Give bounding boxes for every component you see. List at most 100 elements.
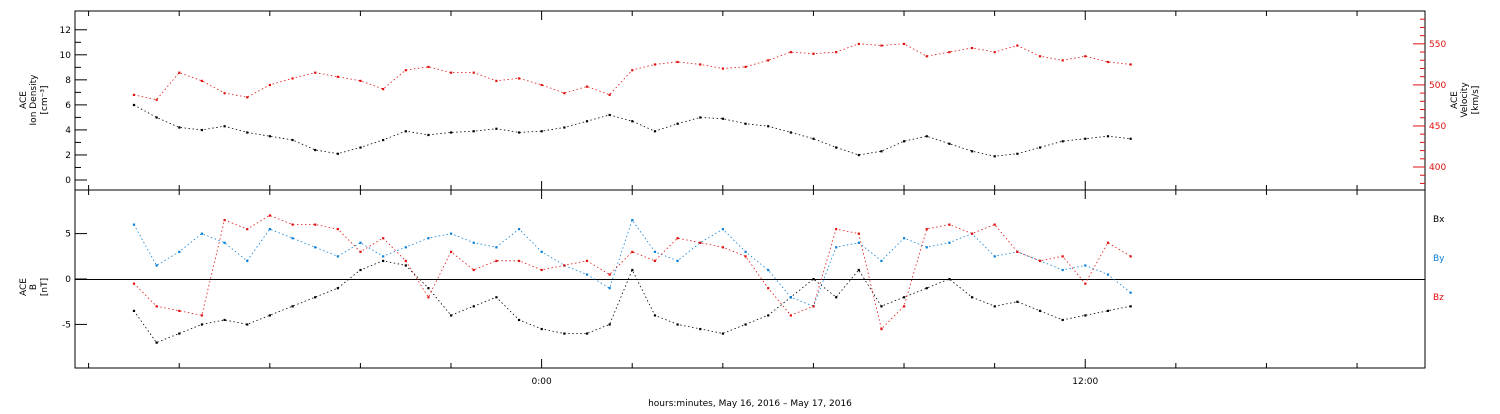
by-point — [223, 241, 226, 244]
velocity-point — [246, 96, 249, 99]
density-point — [336, 152, 339, 155]
b-tick-label: 5 — [65, 230, 71, 240]
bx-point — [1038, 309, 1042, 312]
by-point — [608, 287, 611, 290]
by-point — [789, 296, 792, 299]
velocity-tick-label: 550 — [1429, 40, 1446, 50]
bx-point — [812, 278, 815, 281]
bx-point — [948, 278, 951, 281]
bz-point — [291, 223, 294, 226]
density-point — [925, 135, 928, 138]
density-point — [155, 116, 158, 119]
velocity-point — [517, 77, 521, 80]
legend-bz-label: Bz — [1433, 293, 1444, 303]
bz-point — [948, 223, 951, 226]
by-point — [268, 228, 271, 231]
bz-point — [382, 237, 385, 240]
density-point — [246, 131, 249, 134]
density-point — [1038, 146, 1042, 149]
density-tick-label: 12 — [60, 26, 71, 36]
legend-bz: Bz — [1433, 293, 1444, 303]
velocity-point — [812, 52, 815, 55]
velocity-axis-label: ACE Velocity [km/s] — [1450, 82, 1481, 118]
velocity-point — [608, 93, 611, 96]
velocity-point — [767, 59, 770, 62]
bx-point — [178, 332, 181, 335]
density-tick-label: 4 — [65, 126, 71, 136]
velocity-point — [336, 75, 339, 78]
bz-point — [993, 223, 996, 226]
velocity-tick-label: 450 — [1429, 122, 1446, 132]
b-tick-label: 0 — [65, 275, 71, 285]
x-tick-label: 12:00 — [1072, 377, 1098, 387]
velocity-axis-label-line-3: [km/s] — [1471, 86, 1481, 115]
bx-point — [835, 296, 838, 299]
density-trace — [133, 104, 1131, 157]
bx-point — [336, 287, 339, 290]
bx-point — [200, 323, 204, 326]
density-tick-label: 0 — [65, 176, 71, 186]
density-point — [631, 120, 634, 123]
legend-bx: Bx — [1433, 215, 1445, 225]
density-tick-label: 8 — [65, 76, 71, 86]
velocity-point — [789, 51, 792, 54]
velocity-axis-label-line-2: Velocity — [1460, 82, 1470, 118]
bx-point — [314, 296, 317, 299]
bz-point — [1106, 241, 1110, 244]
velocity-axis-label-line-1: ACE — [1450, 91, 1460, 109]
bx-point — [450, 314, 453, 317]
density-point — [857, 153, 860, 157]
velocity-point — [880, 44, 883, 47]
bz-point — [1016, 250, 1019, 253]
bx-point — [857, 268, 860, 272]
by-point — [336, 255, 339, 258]
by-point — [291, 237, 294, 240]
velocity-point — [585, 85, 589, 88]
by-point — [427, 237, 430, 240]
velocity-point — [450, 71, 453, 74]
by-point — [359, 241, 362, 244]
density-point — [970, 150, 974, 153]
velocity-point — [404, 69, 407, 72]
density-point — [450, 131, 453, 134]
bz-point — [903, 305, 906, 308]
bx-point — [246, 323, 249, 326]
bz-point — [200, 314, 204, 317]
density-axis-label: ACE Ion Density [cm⁻³] — [19, 74, 50, 126]
by-point — [314, 246, 317, 249]
by-point — [246, 259, 249, 263]
density-point — [789, 131, 792, 134]
velocity-point — [382, 88, 385, 91]
by-point — [767, 268, 770, 272]
density-point — [178, 126, 181, 129]
density-point — [1084, 137, 1087, 140]
density-point — [314, 148, 317, 152]
by-trace — [133, 219, 1131, 307]
bz-point — [178, 309, 181, 312]
bz-point — [608, 273, 611, 276]
b-field-axis-label: ACE B [nT] — [19, 278, 50, 296]
bz-point — [970, 232, 974, 235]
by-point — [1129, 291, 1132, 294]
velocity-point — [1106, 60, 1110, 64]
bz-trace — [133, 214, 1131, 330]
by-point — [631, 218, 634, 222]
velocity-point — [1129, 63, 1132, 66]
velocity-point — [540, 83, 543, 87]
by-point — [155, 264, 158, 267]
legend-by-label: By — [1433, 254, 1445, 264]
density-point — [948, 142, 951, 145]
velocity-point — [155, 98, 158, 101]
bx-point — [1129, 305, 1132, 308]
bx-point — [721, 332, 725, 335]
velocity-tick-label: 400 — [1429, 163, 1446, 173]
velocity-point — [903, 42, 906, 46]
velocity-point — [925, 55, 928, 58]
velocity-point — [563, 92, 566, 95]
density-point — [1061, 140, 1064, 143]
velocity-point — [970, 46, 974, 50]
by-point — [676, 259, 679, 263]
bx-point — [744, 323, 747, 326]
